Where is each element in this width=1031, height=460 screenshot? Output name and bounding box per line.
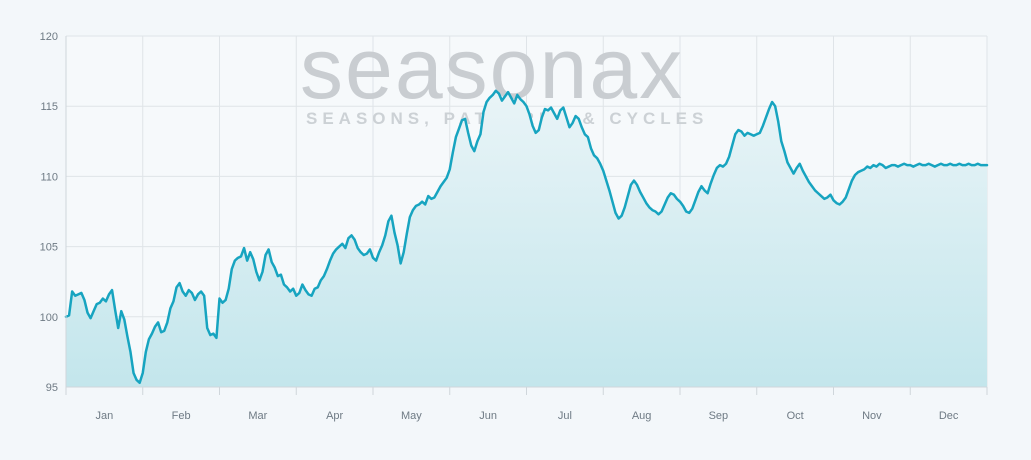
x-tick-label-apr: Apr: [326, 410, 343, 422]
y-tick-label: 120: [40, 31, 58, 43]
x-tick-label-oct: Oct: [787, 410, 804, 422]
y-tick-label: 100: [40, 312, 58, 324]
y-tick-label: 110: [40, 171, 58, 183]
x-tick-label-feb: Feb: [172, 410, 191, 422]
x-tick-label-nov: Nov: [862, 410, 882, 422]
x-tick-label-aug: Aug: [632, 410, 652, 422]
y-tick-label: 115: [40, 101, 58, 113]
x-tick-label-mar: Mar: [248, 410, 267, 422]
x-tick-label-dec: Dec: [939, 410, 959, 422]
series-line: [64, 89, 989, 385]
x-tick-label-jun: Jun: [479, 410, 497, 422]
y-tick-label: 105: [40, 242, 58, 254]
x-tick-label-jan: Jan: [96, 410, 114, 422]
x-tick-label-jul: Jul: [558, 410, 572, 422]
y-tick-label: 95: [46, 382, 58, 394]
x-axis-ticks: Jan Feb Mar Apr May Jun Jul Aug Sep Oct Nov Dec: [65, 387, 988, 422]
x-tick-label-sep: Sep: [709, 410, 729, 422]
series-area-fill: [66, 90, 987, 387]
x-tick-label-may: May: [401, 410, 422, 422]
y-axis-ticks: 95 100 105 110 115 120: [40, 31, 58, 394]
